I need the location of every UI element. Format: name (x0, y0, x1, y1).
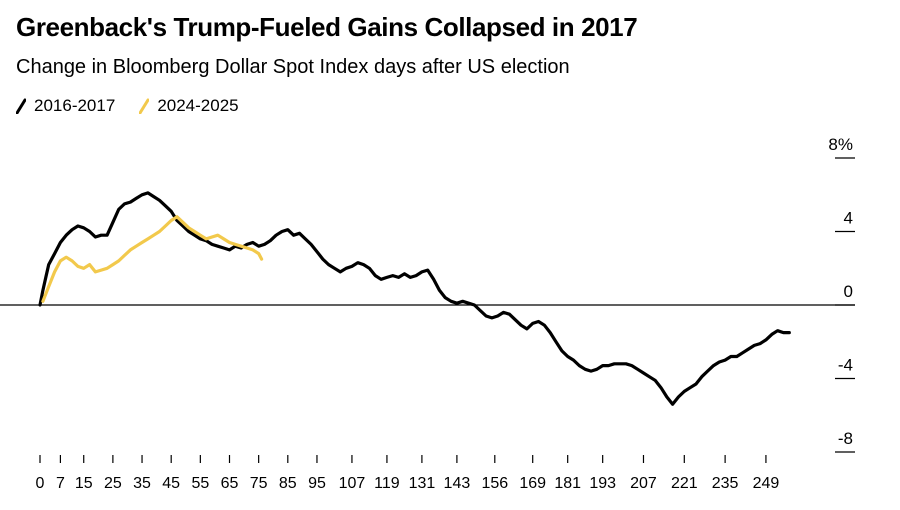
x-tick-label: 85 (279, 475, 297, 492)
legend-label-2016-2017: 2016-2017 (34, 96, 116, 115)
legend-swatch-2016-2017 (16, 98, 26, 114)
y-tick-label: -8 (838, 429, 853, 448)
x-tick-label: 143 (444, 475, 471, 492)
x-tick-label: 156 (481, 475, 508, 492)
y-tick-label: 0 (844, 282, 853, 301)
x-tick-label: 0 (36, 475, 45, 492)
x-tick-label: 15 (75, 475, 93, 492)
legend: 2016-2017 2024-2025 (16, 96, 263, 116)
x-tick-label: 181 (554, 475, 581, 492)
x-tick-label: 207 (630, 475, 657, 492)
x-tick-label: 193 (589, 475, 616, 492)
x-tick-label: 221 (671, 475, 698, 492)
x-tick-label: 65 (221, 475, 239, 492)
x-tick-label: 107 (339, 475, 366, 492)
x-tick-label: 55 (191, 475, 209, 492)
y-tick-label: 8% (828, 135, 853, 154)
x-tick-label: 7 (56, 475, 65, 492)
y-tick-label: -4 (838, 356, 853, 375)
legend-label-2024-2025: 2024-2025 (157, 96, 239, 115)
x-tick-label: 235 (712, 475, 739, 492)
x-tick-label: 25 (104, 475, 122, 492)
x-tick-label: 249 (753, 475, 780, 492)
x-tick-label: 131 (409, 475, 436, 492)
x-tick-label: 35 (133, 475, 151, 492)
series-line-2024-2025 (41, 215, 264, 303)
chart-title: Greenback's Trump-Fueled Gains Collapsed… (16, 12, 638, 42)
x-axis: 0 7 15 25 35 45 55 65 75 85 95 107 119 131 143 156 169 18… (36, 455, 780, 492)
chart-subtitle: Change in Bloomberg Dollar Spot Index da… (16, 56, 570, 78)
x-tick-label: 95 (308, 475, 326, 492)
legend-swatch-2024-2025 (139, 98, 150, 114)
x-tick-label: 75 (250, 475, 268, 492)
x-tick-label: 119 (374, 475, 400, 492)
x-tick-label: 45 (162, 475, 180, 492)
legend-item-2024-2025: 2024-2025 (139, 96, 239, 116)
series-lines (38, 191, 791, 406)
y-tick-label: 4 (844, 209, 853, 228)
y-axis-gridticks: 8% 4 0 -4 -8 (0, 135, 855, 453)
legend-item-2016-2017: 2016-2017 (16, 96, 115, 116)
x-tick-label: 169 (519, 475, 546, 492)
series-line-2016-2017 (38, 191, 791, 406)
